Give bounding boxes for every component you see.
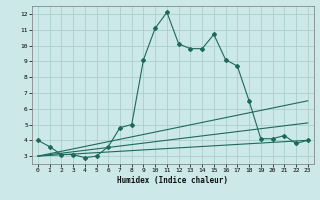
X-axis label: Humidex (Indice chaleur): Humidex (Indice chaleur) <box>117 176 228 185</box>
